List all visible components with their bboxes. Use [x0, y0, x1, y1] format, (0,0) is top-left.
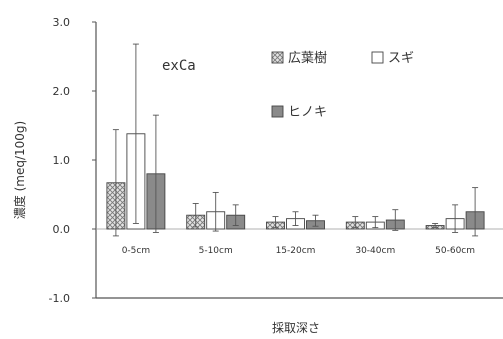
legend-label: 広葉樹 — [288, 51, 327, 66]
legend-label: スギ — [388, 51, 414, 66]
legend-swatch — [271, 105, 284, 118]
x-axis-label: 採取深さ — [272, 321, 320, 335]
y-tick-label: 2.0 — [53, 85, 71, 98]
x-tick-label: 5-10cm — [199, 246, 233, 256]
y-tick-label: 3.0 — [53, 16, 71, 29]
x-tick-label: 30-40cm — [355, 246, 395, 256]
x-tick-label: 0-5cm — [122, 246, 150, 256]
y-tick-label: -1.0 — [49, 292, 70, 305]
y-tick-label: 1.0 — [53, 154, 71, 167]
chart-annotation: exCa — [162, 58, 196, 74]
legend-swatch — [271, 51, 284, 64]
y-tick-label: 0.0 — [53, 223, 71, 236]
legend-swatch — [371, 51, 384, 64]
x-tick-label: 15-20cm — [276, 246, 316, 256]
x-tick-label: 50-60cm — [435, 246, 475, 256]
y-axis-label: 濃度 (meq/100g) — [12, 121, 27, 219]
legend-label: ヒノキ — [288, 105, 327, 120]
